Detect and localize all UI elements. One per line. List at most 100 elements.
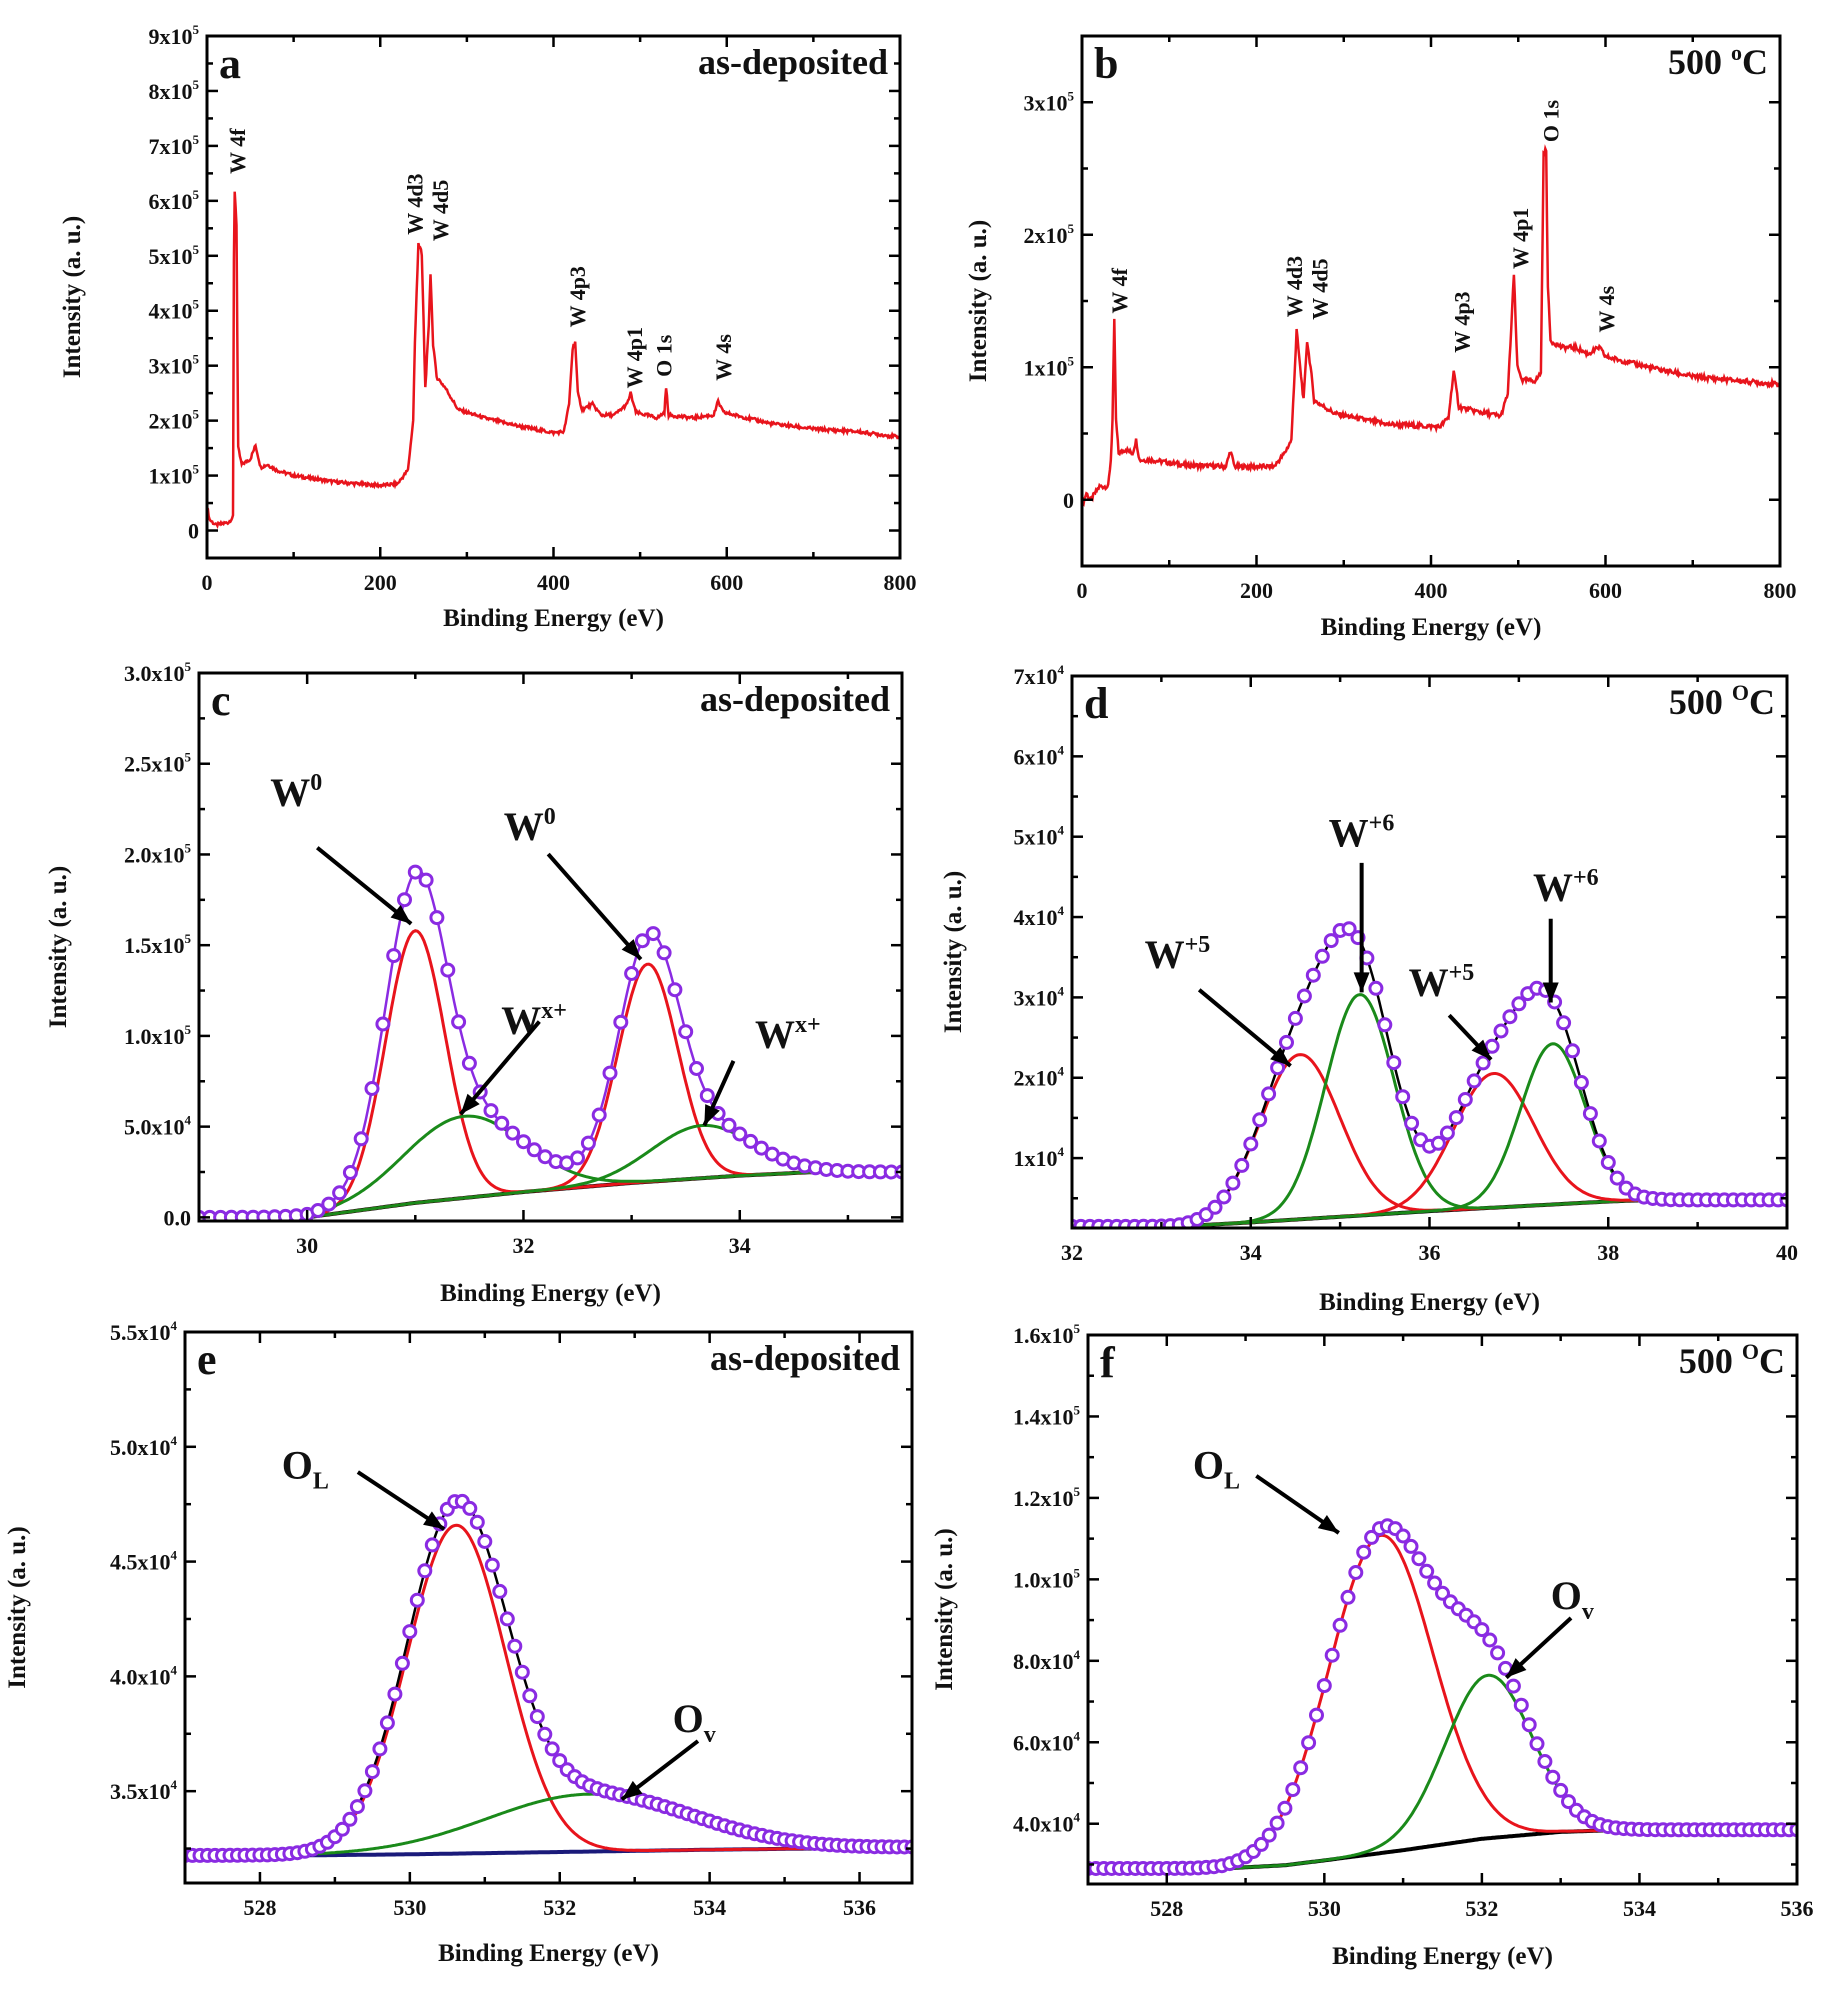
peak-label: W 4p3 — [565, 266, 590, 327]
data-point — [1340, 1589, 1356, 1605]
peak-annotation: W+5 — [1145, 932, 1211, 977]
y-tick-mantissa: 6x10 — [149, 189, 193, 214]
plot-area — [207, 191, 900, 530]
y-tick-label: 2.5x105 — [124, 750, 192, 777]
y-tick-exponent: 5 — [1068, 221, 1075, 236]
x-tick-label: 40 — [1776, 1240, 1798, 1265]
y-tick-mantissa: 1x10 — [149, 464, 193, 489]
data-point — [753, 1140, 769, 1156]
x-tick-label: 200 — [1240, 578, 1273, 603]
y-tick-mantissa: 2x10 — [1014, 1066, 1058, 1091]
x-axis-title: Binding Energy (eV) — [443, 605, 664, 632]
data-point — [1309, 1707, 1324, 1723]
arrow-head — [1317, 1514, 1339, 1533]
data-point — [1545, 1769, 1561, 1785]
y-tick-label: 4.0x104 — [1013, 1810, 1081, 1837]
condition-label: as-deposited — [700, 679, 890, 719]
x-tick-label: 400 — [1415, 578, 1448, 603]
data-point — [1490, 1645, 1506, 1661]
peak-annotation: Wx+ — [755, 1012, 821, 1057]
plot-area — [199, 864, 902, 1221]
data-point — [526, 1142, 542, 1158]
data-point — [332, 1185, 348, 1201]
data-point — [1521, 1717, 1537, 1733]
data-point — [1609, 1170, 1625, 1186]
data-point — [645, 926, 661, 942]
fit-component-line — [1221, 1673, 1624, 1870]
data-point — [1474, 1622, 1490, 1638]
data-point — [1502, 1009, 1518, 1025]
data-point — [364, 1764, 380, 1780]
x-tick-label: 528 — [1150, 1896, 1183, 1921]
y-tick-exponent: 5 — [193, 462, 200, 477]
y-tick-mantissa: 1.4x10 — [1013, 1404, 1074, 1429]
x-tick-label: 532 — [543, 1895, 576, 1920]
plot-area — [1088, 1518, 1797, 1876]
x-tick-label: 528 — [243, 1895, 276, 1920]
x-axis-title: Binding Energy (eV) — [440, 1280, 661, 1307]
x-tick-label: 532 — [1465, 1896, 1498, 1921]
annotation-base: W — [755, 1012, 795, 1057]
data-point — [514, 1664, 530, 1680]
y-tick-exponent: 4 — [171, 1433, 178, 1448]
panel-letter: d — [1084, 679, 1108, 728]
envelope-line — [185, 1499, 912, 1857]
arrow-line — [546, 852, 643, 961]
annotation-base: O — [1193, 1442, 1224, 1487]
annotation-base: O — [282, 1442, 313, 1487]
y-tick-mantissa: 2.0x10 — [124, 842, 185, 867]
y-tick-mantissa: 7x10 — [1014, 664, 1058, 689]
y-tick-exponent: 4 — [1058, 662, 1065, 677]
y-tick-label: 1.2x105 — [1013, 1484, 1081, 1511]
data-point — [591, 1107, 607, 1123]
data-point — [1565, 1043, 1580, 1059]
annotation-superscript: x+ — [795, 1012, 821, 1038]
annotation-superscript: x+ — [541, 998, 567, 1024]
x-axis-title: Binding Energy (eV) — [1319, 1289, 1540, 1316]
x-tick-label: 536 — [1781, 1896, 1814, 1921]
data-point — [529, 1709, 545, 1725]
data-point — [507, 1638, 523, 1654]
plot-frame — [205, 34, 902, 560]
data-point — [1285, 1782, 1301, 1798]
data-point — [349, 1799, 365, 1815]
y-tick-exponent: 5 — [185, 840, 192, 855]
degree-symbol: O — [1742, 1339, 1759, 1364]
peak-label: W 4f — [1107, 267, 1132, 313]
x-tick-label: 34 — [729, 1233, 751, 1258]
annotation-superscript: +6 — [1369, 810, 1395, 836]
y-tick-mantissa: 4.5x10 — [110, 1550, 171, 1575]
condition-label: 500 oC — [1668, 40, 1768, 82]
degree-symbol: O — [1732, 680, 1749, 705]
arrow-head — [460, 1093, 480, 1115]
y-tick-mantissa: 3.0x10 — [124, 661, 185, 686]
plot-frame — [183, 1330, 914, 1885]
data-point — [667, 982, 683, 998]
annotation-subscript: L — [313, 1468, 329, 1494]
fit-component-line — [1221, 1533, 1624, 1868]
y-tick-mantissa: 1.0x10 — [124, 1024, 185, 1049]
data-point — [1591, 1133, 1607, 1149]
data-point — [394, 1655, 410, 1671]
annotation-base: W — [1409, 960, 1449, 1005]
data-point — [1243, 1136, 1259, 1152]
peak-annotation: W0 — [504, 804, 556, 849]
data-point — [1537, 1754, 1553, 1769]
y-tick-mantissa: 3.5x10 — [110, 1779, 171, 1804]
condition-text: as-deposited — [700, 679, 890, 719]
y-tick-mantissa: 4.0x10 — [1013, 1812, 1074, 1837]
y-tick-label: 6x105 — [149, 187, 200, 214]
condition-text: 500 — [1669, 682, 1732, 722]
data-point — [483, 1103, 499, 1119]
data-point — [1368, 980, 1384, 996]
data-point — [418, 872, 434, 888]
panel-letter: a — [219, 39, 241, 88]
data-point — [1484, 1038, 1500, 1054]
x-tick-label: 200 — [364, 570, 397, 595]
data-point — [342, 1811, 358, 1827]
y-tick-label: 4x105 — [149, 297, 200, 324]
data-point — [386, 948, 402, 964]
data-point — [1505, 1678, 1521, 1694]
data-point — [1301, 1735, 1317, 1751]
